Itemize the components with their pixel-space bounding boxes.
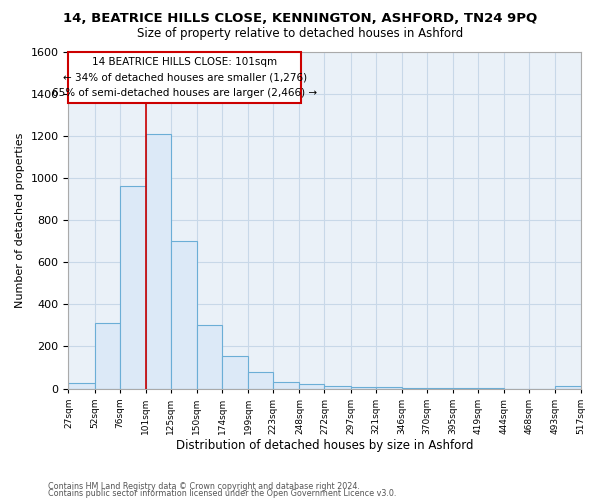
Bar (299, 384, 325, 388)
Bar (171, 241, 197, 388)
Bar (68, 384, 95, 388)
Bar (222, 356, 248, 388)
Bar (350, 387, 376, 388)
Text: 65% of semi-detached houses are larger (2,466) →: 65% of semi-detached houses are larger (… (52, 88, 317, 98)
Bar (325, 386, 350, 388)
Bar (556, 386, 581, 388)
Bar (95, 323, 119, 388)
Bar (146, 134, 171, 388)
Text: Contains HM Land Registry data © Crown copyright and database right 2024.: Contains HM Land Registry data © Crown c… (48, 482, 360, 491)
Text: ← 34% of detached houses are smaller (1,276): ← 34% of detached houses are smaller (1,… (63, 72, 307, 83)
X-axis label: Distribution of detached houses by size in Ashford: Distribution of detached houses by size … (176, 440, 473, 452)
Bar (197, 326, 222, 388)
Text: 14 BEATRICE HILLS CLOSE: 101sqm: 14 BEATRICE HILLS CLOSE: 101sqm (92, 57, 277, 67)
Y-axis label: Number of detached properties: Number of detached properties (15, 132, 25, 308)
Bar (68, 52, 301, 103)
Bar (119, 186, 146, 388)
Bar (248, 372, 273, 388)
Text: 14, BEATRICE HILLS CLOSE, KENNINGTON, ASHFORD, TN24 9PQ: 14, BEATRICE HILLS CLOSE, KENNINGTON, AS… (63, 12, 537, 26)
Text: Size of property relative to detached houses in Ashford: Size of property relative to detached ho… (137, 28, 463, 40)
Text: Contains public sector information licensed under the Open Government Licence v3: Contains public sector information licen… (48, 490, 397, 498)
Bar (273, 382, 299, 388)
